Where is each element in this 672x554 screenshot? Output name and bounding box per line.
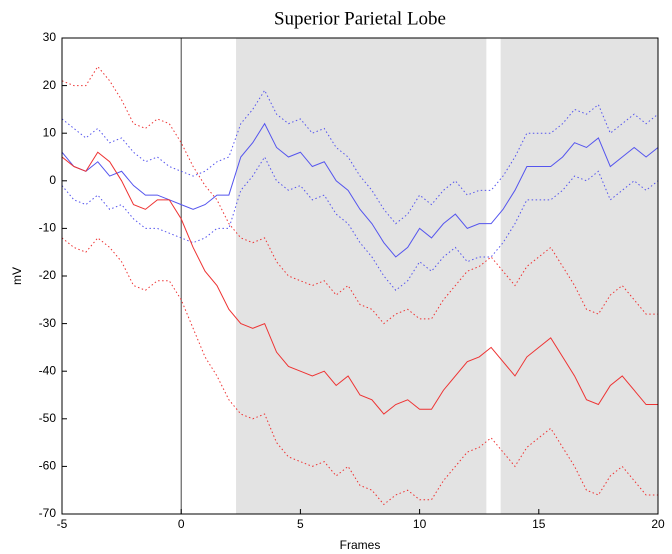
x-tick-label: 20: [651, 517, 665, 531]
x-tick-label: 5: [297, 517, 304, 531]
y-tick-label: -70: [39, 506, 57, 520]
x-tick-label: -5: [57, 517, 68, 531]
mean-line: [61, 151, 658, 415]
mean-line: [61, 122, 659, 258]
y-tick-label: 20: [43, 78, 57, 92]
bound-line: [61, 65, 658, 325]
x-axis-label: Frames: [340, 538, 381, 552]
y-tick-label: -10: [39, 221, 57, 235]
shaded-region: [236, 38, 487, 514]
y-tick-label: 0: [49, 173, 56, 187]
bound-line: [61, 155, 659, 291]
x-tick-label: 10: [413, 517, 427, 531]
shaded-region: [500, 38, 658, 514]
y-tick-label: 10: [43, 125, 57, 139]
y-tick-label: 30: [43, 30, 57, 44]
x-tick-label: 15: [532, 517, 546, 531]
y-tick-label: -60: [39, 459, 57, 473]
chart-title: Superior Parietal Lobe: [274, 8, 446, 29]
bound-line: [61, 237, 658, 506]
y-tick-label: -30: [39, 316, 57, 330]
x-tick-label: 0: [178, 517, 185, 531]
y-tick-label: -50: [39, 411, 57, 425]
y-tick-label: -20: [39, 268, 57, 282]
y-axis-label: mV: [10, 267, 24, 285]
y-tick-label: -40: [39, 363, 57, 377]
bound-line: [61, 89, 659, 225]
